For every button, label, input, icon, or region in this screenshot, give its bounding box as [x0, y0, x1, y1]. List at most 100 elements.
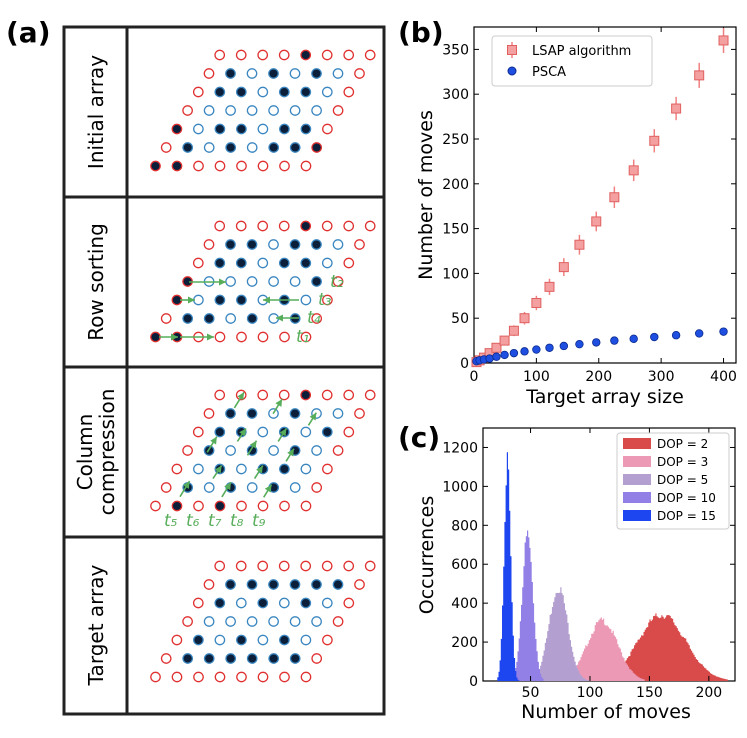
y-tick-label: 600: [451, 557, 478, 573]
x-tick-label: 150: [636, 685, 663, 701]
legend-lsap-label: LSAP algorithm: [532, 44, 631, 59]
chart-c-ticks: 50 100 150 200 0 200 400 600 800 1000 1200: [442, 428, 735, 701]
arrow-head: [309, 412, 317, 421]
atom-empty: [192, 426, 204, 438]
atom-empty: [321, 220, 333, 232]
x-tick-label: 200: [585, 369, 612, 385]
panel-a-label: (a): [6, 16, 51, 49]
chart-b-xlabel: Target array size: [525, 386, 684, 408]
atom-filled: [214, 123, 226, 135]
chart-c: 50 100 150 200 0 200 400 600 800 1000 1200 Number …: [416, 427, 736, 723]
atom-filled: [182, 653, 194, 664]
atom-empty: [268, 616, 279, 627]
atom-empty: [257, 86, 269, 98]
atom-filled: [235, 86, 247, 98]
atom-empty: [257, 49, 269, 61]
atom-filled: [268, 579, 279, 590]
atom-empty: [236, 463, 247, 475]
lsap-marker: [491, 342, 502, 353]
atom-empty: [364, 220, 376, 232]
histogram-bars: [497, 452, 520, 681]
legend-dop3-swatch: [623, 456, 651, 467]
atom-empty: [279, 160, 290, 172]
atom-filled: [236, 634, 247, 646]
atom-filled: [311, 276, 322, 287]
atom-empty: [203, 482, 215, 493]
time-label-t9: t₉: [252, 511, 266, 531]
atom-empty: [354, 239, 365, 250]
chart-c-xlabel: Number of moves: [521, 701, 691, 723]
chart-c-ylabel: Occurrences: [416, 496, 438, 615]
atom-filled: [225, 239, 236, 250]
atom-filled: [289, 653, 301, 664]
time-label-t4: t₄: [307, 308, 321, 328]
lsap-marker: [628, 165, 639, 176]
arrow-head: [207, 333, 214, 341]
atom-empty: [279, 331, 290, 343]
atom-empty: [214, 160, 226, 172]
atom-empty: [203, 408, 215, 419]
atom-empty: [364, 49, 376, 61]
psca-point: [671, 331, 681, 340]
atom-filled: [246, 313, 258, 324]
histogram-dop10: [513, 530, 544, 681]
atom-empty: [343, 597, 355, 609]
atom-empty: [193, 500, 204, 512]
atom-filled: [268, 68, 279, 79]
atom-empty: [246, 276, 258, 287]
atom-empty: [182, 445, 193, 456]
arrow-col-5: [206, 436, 218, 453]
atom-empty: [343, 220, 355, 232]
atom-empty: [279, 671, 290, 683]
atom-empty: [321, 560, 333, 572]
psca-point: [610, 336, 619, 345]
chart-b-frame: [473, 26, 737, 364]
atom-empty: [278, 220, 290, 232]
atom-empty: [321, 257, 333, 269]
lsap-point: [508, 325, 519, 337]
arrow-head: [287, 448, 294, 457]
atom-empty: [268, 445, 279, 456]
atom-empty: [322, 294, 333, 306]
arrow-col-7: [221, 481, 232, 498]
psca-point: [485, 354, 494, 363]
atom-filled: [225, 68, 236, 79]
atom-filled: [214, 257, 226, 269]
atom-empty: [236, 500, 247, 512]
atom-empty: [257, 671, 269, 683]
atom-empty: [343, 257, 355, 269]
atom-empty: [300, 160, 312, 172]
psca-point: [520, 347, 529, 356]
histogram-dop5: [530, 587, 589, 681]
atom-empty: [203, 579, 215, 590]
arrow-head: [237, 392, 244, 401]
lsap-point: [531, 295, 542, 311]
atom-empty: [246, 616, 258, 627]
atom-filled: [236, 123, 247, 135]
x-tick-label: 100: [523, 369, 550, 385]
legend-psca-marker: [507, 66, 517, 76]
row-sorting-time-labels: t₂ t₃ t₄ t₁: [296, 272, 344, 347]
atom-empty: [192, 597, 204, 609]
atom-empty: [311, 313, 323, 324]
chart-b-ylabel: Number of moves: [415, 110, 437, 280]
y-tick-label: 200: [451, 635, 478, 651]
atom-empty: [343, 389, 355, 401]
atom-filled: [279, 634, 290, 646]
atom-empty: [343, 560, 355, 572]
psca-point: [509, 348, 519, 358]
lsap-marker: [649, 135, 660, 146]
atom-empty: [321, 49, 333, 61]
y-tick-label: 100: [442, 266, 469, 282]
atom-empty: [193, 463, 204, 475]
atom-empty: [246, 68, 258, 79]
lsap-marker: [544, 281, 555, 292]
psca-point: [694, 329, 704, 338]
psca-point: [532, 345, 541, 354]
atom-filled: [214, 426, 226, 438]
atom-empty: [150, 671, 161, 683]
y-tick-label: 0: [460, 356, 469, 372]
atom-empty: [246, 105, 258, 116]
atom-empty: [192, 86, 204, 98]
